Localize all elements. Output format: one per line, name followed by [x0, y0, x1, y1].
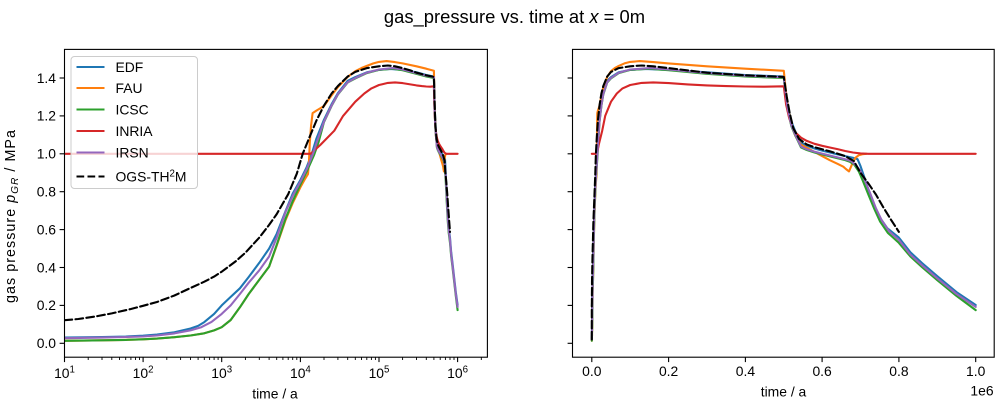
svg-text:IRSN: IRSN — [116, 144, 149, 160]
svg-text:0.6: 0.6 — [812, 363, 832, 379]
svg-text:0.8: 0.8 — [889, 363, 909, 379]
svg-text:0.0: 0.0 — [37, 335, 57, 351]
svg-text:ICSC: ICSC — [116, 101, 149, 117]
svg-text:0.0: 0.0 — [582, 363, 602, 379]
svg-text:time / a: time / a — [761, 384, 807, 400]
svg-text:1.0: 1.0 — [966, 363, 986, 379]
svg-text:0.4: 0.4 — [736, 363, 756, 379]
svg-text:1.0: 1.0 — [37, 146, 57, 162]
svg-text:1e6: 1e6 — [970, 383, 993, 399]
svg-text:0.2: 0.2 — [659, 363, 679, 379]
svg-text:gas pressure pGR / MPa: gas pressure pGR / MPa — [3, 129, 21, 303]
svg-text:FAU: FAU — [116, 80, 143, 96]
svg-text:INRIA: INRIA — [116, 123, 154, 139]
svg-text:EDF: EDF — [116, 59, 144, 75]
svg-text:0.2: 0.2 — [37, 297, 57, 313]
svg-text:1.4: 1.4 — [37, 70, 57, 86]
svg-text:0.8: 0.8 — [37, 184, 57, 200]
svg-text:0.6: 0.6 — [37, 221, 57, 237]
svg-text:gas_pressure vs. time at x = 0: gas_pressure vs. time at x = 0m — [384, 6, 645, 28]
svg-text:0.4: 0.4 — [37, 259, 57, 275]
svg-text:1.2: 1.2 — [37, 108, 57, 124]
svg-text:OGS-TH2M: OGS-TH2M — [116, 168, 187, 184]
svg-text:time / a: time / a — [252, 386, 298, 402]
